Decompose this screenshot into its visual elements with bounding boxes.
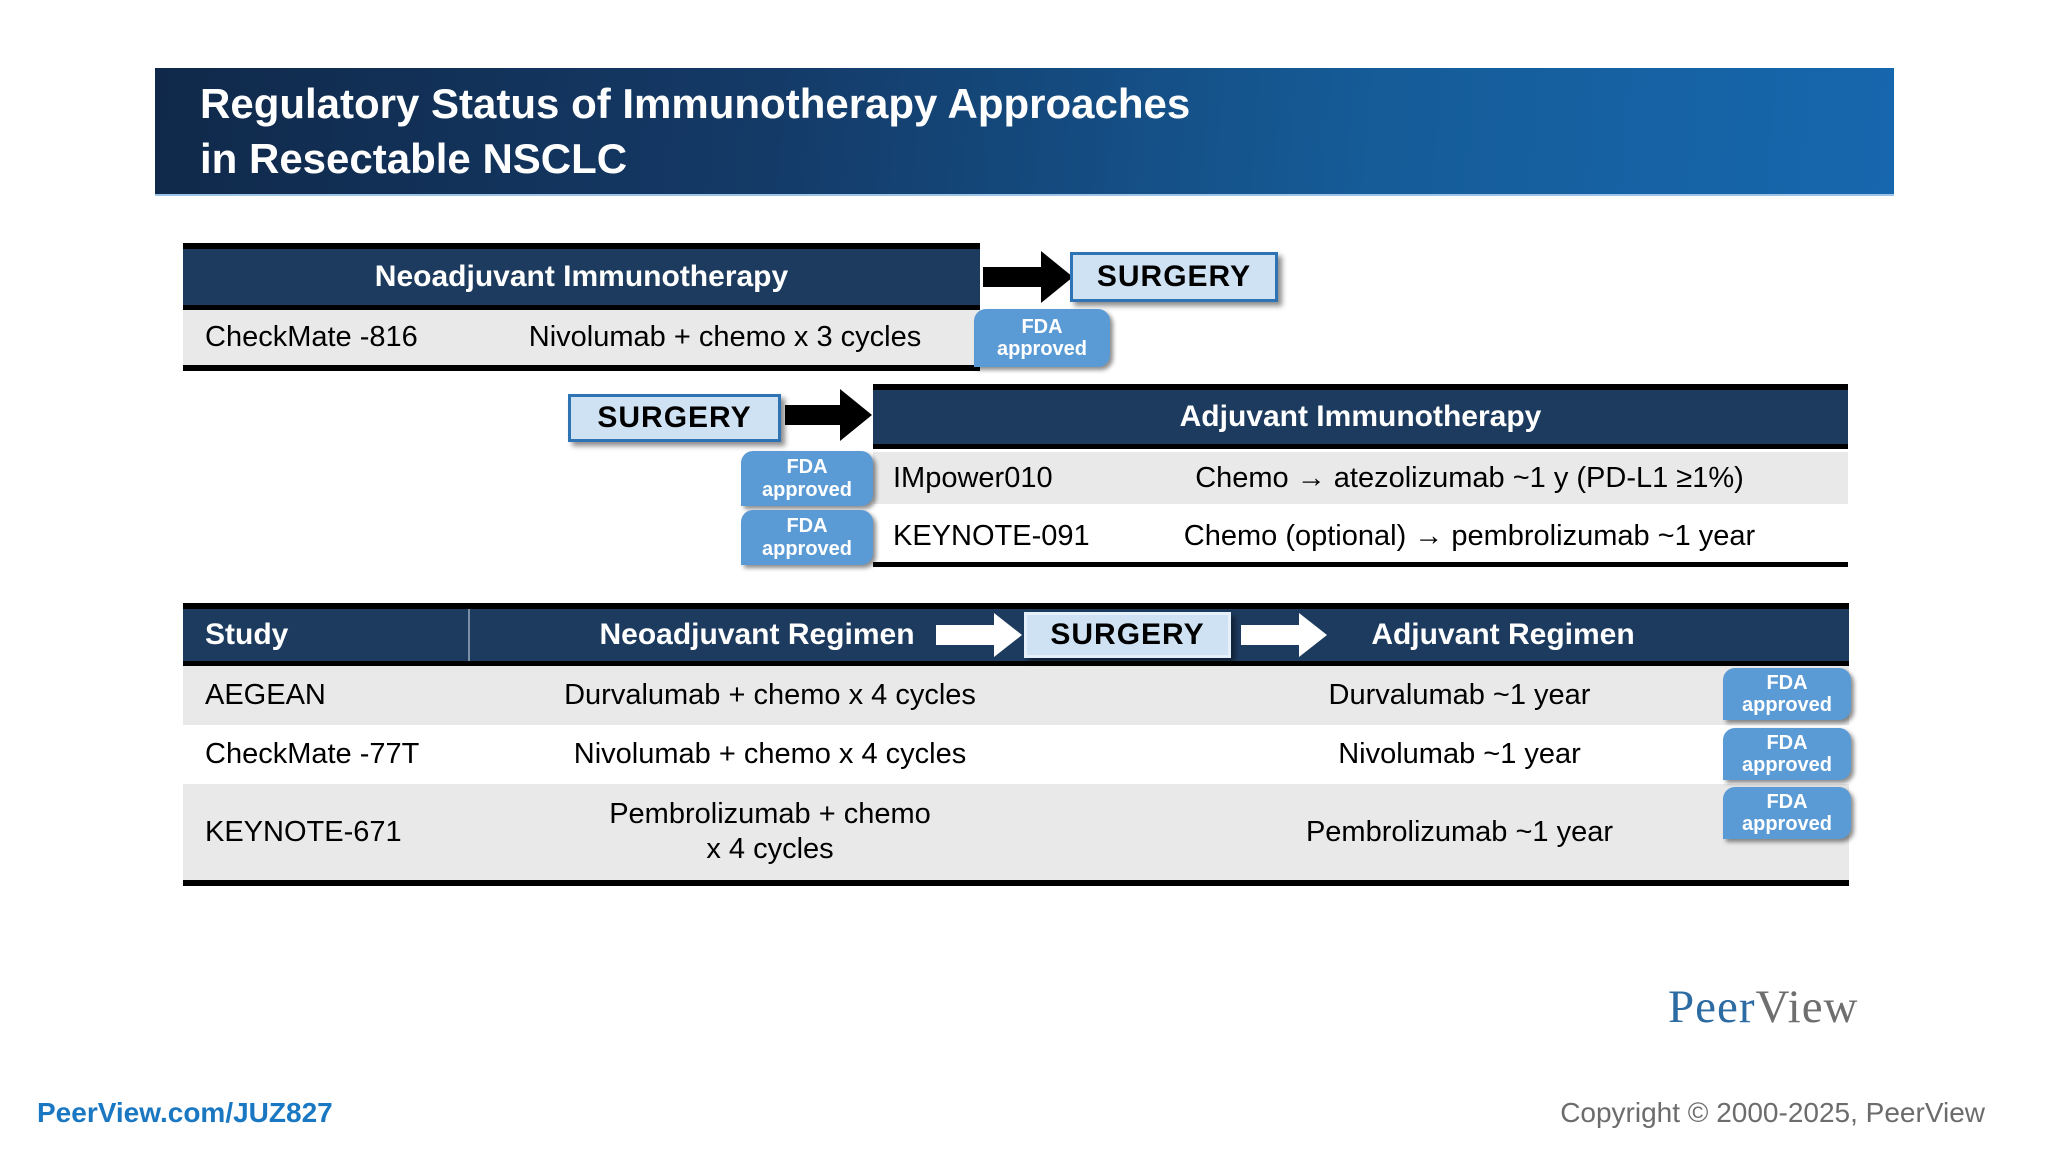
fda-approved-badge: FDA approved — [974, 309, 1110, 367]
fda-approved-badge: FDA approved — [1723, 728, 1851, 780]
study-name: CheckMate -77T — [205, 738, 420, 770]
title-banner: Regulatory Status of Immunotherapy Appro… — [155, 68, 1894, 196]
peerview-logo: PeerView — [1668, 980, 1859, 1034]
fda-approved-badge: FDA approved — [741, 510, 873, 565]
right-arrow-icon — [994, 613, 1022, 657]
fda-badge-line2: approved — [996, 338, 1088, 360]
right-arrow-icon — [983, 267, 1043, 287]
neoadjuvant-regimen-line1: Pembrolizumab + chemo — [609, 798, 931, 831]
right-arrow-icon — [840, 389, 872, 441]
fda-badge-line1: FDA — [786, 456, 828, 479]
surgery-box: SURGERY — [1070, 252, 1278, 302]
neoadjuvant-regimen-line2: x 4 cycles — [706, 833, 834, 865]
regimen-text: Nivolumab + chemo x 3 cycles — [528, 321, 922, 353]
right-arrow-icon — [1299, 613, 1327, 657]
fda-approved-badge: FDA approved — [741, 451, 873, 506]
perioperative-table: Study Neoadjuvant Regimen SURGERY Adjuva… — [183, 603, 1849, 886]
table-bottom-border — [183, 880, 1849, 886]
neoadjuvant-regimen: Pembrolizumab + chemo x 4 cycles — [470, 797, 1070, 867]
copyright-text: Copyright © 2000-2025, PeerView — [1560, 1097, 1985, 1128]
table-row: KEYNOTE-671 Pembrolizumab + chemo x 4 cy… — [183, 784, 1849, 880]
neoadjuvant-table-header: Neoadjuvant Immunotherapy — [183, 243, 980, 310]
fda-badge-line1: FDA — [1766, 731, 1808, 754]
neoadjuvant-header-label: Neoadjuvant Immunotherapy — [374, 260, 789, 293]
fda-badge-line2: approved — [1741, 694, 1833, 716]
neoadjuvant-regimen: Nivolumab + chemo x 4 cycles — [573, 738, 967, 771]
perioperative-table-header: Study Neoadjuvant Regimen SURGERY Adjuva… — [183, 603, 1849, 666]
fda-approved-badge: FDA approved — [1723, 668, 1851, 720]
right-arrow-icon — [785, 405, 840, 425]
surgery-box: SURGERY — [568, 394, 781, 442]
column-header-neoadjuvant: Neoadjuvant Regimen — [599, 618, 915, 651]
study-name: AEGEAN — [205, 679, 326, 711]
study-name: KEYNOTE-091 — [893, 519, 1090, 552]
peerview-link[interactable]: PeerView.com/JUZ827 — [37, 1097, 333, 1128]
table-bottom-border — [873, 562, 1848, 567]
right-arrow-icon — [936, 625, 994, 645]
slide-title-line1: Regulatory Status of Immunotherapy Appro… — [200, 80, 1191, 127]
table-row: CheckMate -77T Nivolumab + chemo x 4 cyc… — [183, 725, 1849, 784]
neoadjuvant-regimen: Durvalumab + chemo x 4 cycles — [564, 679, 976, 712]
fda-badge-line1: FDA — [1766, 671, 1808, 694]
right-arrow-icon — [1041, 251, 1073, 303]
adjuvant-regimen: Nivolumab ~1 year — [1338, 738, 1581, 770]
fda-badge-line2: approved — [761, 537, 853, 560]
study-name: IMpower010 — [893, 461, 1053, 494]
right-arrow-icon — [1241, 625, 1299, 645]
regimen-text: Chemo (optional) → pembrolizumab ~1 year — [1183, 519, 1756, 552]
adjuvant-regimen: Durvalumab ~1 year — [1328, 679, 1591, 711]
adjuvant-header-label: Adjuvant Immunotherapy — [1179, 400, 1542, 433]
fda-badge-line2: approved — [1741, 754, 1833, 776]
study-name: CheckMate -816 — [205, 321, 418, 353]
regimen-text: Chemo → atezolizumab ~1 y (PD-L1 ≥1%) — [1195, 461, 1744, 494]
fda-badge-line2: approved — [761, 478, 853, 501]
column-header-adjuvant: Adjuvant Regimen — [1371, 618, 1635, 651]
table-row: KEYNOTE-091 Chemo (optional) → pembroliz… — [873, 510, 1848, 562]
surgery-box: SURGERY — [1024, 612, 1231, 658]
fda-badge-line2: approved — [1741, 813, 1833, 835]
table-row: CheckMate -816 Nivolumab + chemo x 3 cyc… — [183, 310, 980, 371]
fda-approved-badge: FDA approved — [1723, 787, 1851, 839]
logo-part-peer: Peer — [1668, 981, 1756, 1033]
surgery-label: SURGERY — [597, 401, 752, 434]
surgery-label: SURGERY — [1096, 260, 1252, 293]
adjuvant-table-header: Adjuvant Immunotherapy — [873, 384, 1848, 449]
adjuvant-regimen: Pembrolizumab ~1 year — [1305, 815, 1614, 848]
study-name: KEYNOTE-671 — [205, 815, 402, 848]
fda-badge-line1: FDA — [1766, 790, 1808, 813]
slide-title-line2: in Resectable NSCLC — [200, 135, 628, 182]
fda-badge-line1: FDA — [1021, 315, 1063, 338]
neoadjuvant-table: Neoadjuvant Immunotherapy CheckMate -816… — [183, 243, 980, 371]
table-row: IMpower010 Chemo → atezolizumab ~1 y (PD… — [873, 452, 1848, 504]
adjuvant-table: IMpower010 Chemo → atezolizumab ~1 y (PD… — [873, 452, 1848, 567]
fda-badge-line1: FDA — [786, 515, 828, 538]
surgery-label: SURGERY — [1050, 618, 1205, 651]
column-header-study: Study — [183, 609, 470, 661]
table-row: AEGEAN Durvalumab + chemo x 4 cycles Dur… — [183, 666, 1849, 725]
logo-part-view: View — [1755, 981, 1859, 1033]
